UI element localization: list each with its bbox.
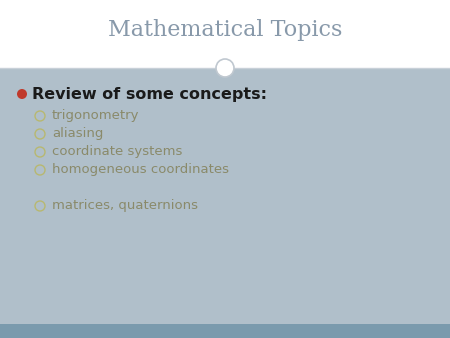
Circle shape: [35, 111, 45, 121]
Text: Mathematical Topics: Mathematical Topics: [108, 19, 342, 41]
Text: homogeneous coordinates: homogeneous coordinates: [52, 164, 229, 176]
Text: aliasing: aliasing: [52, 127, 104, 141]
Text: Review of some concepts:: Review of some concepts:: [32, 87, 267, 101]
Text: matrices, quaternions: matrices, quaternions: [52, 199, 198, 213]
Text: trigonometry: trigonometry: [52, 110, 140, 122]
Text: coordinate systems: coordinate systems: [52, 145, 182, 159]
FancyBboxPatch shape: [0, 0, 450, 68]
Circle shape: [35, 165, 45, 175]
Circle shape: [35, 129, 45, 139]
FancyBboxPatch shape: [0, 324, 450, 338]
Circle shape: [35, 201, 45, 211]
Circle shape: [17, 89, 27, 99]
Circle shape: [216, 59, 234, 77]
Circle shape: [35, 147, 45, 157]
